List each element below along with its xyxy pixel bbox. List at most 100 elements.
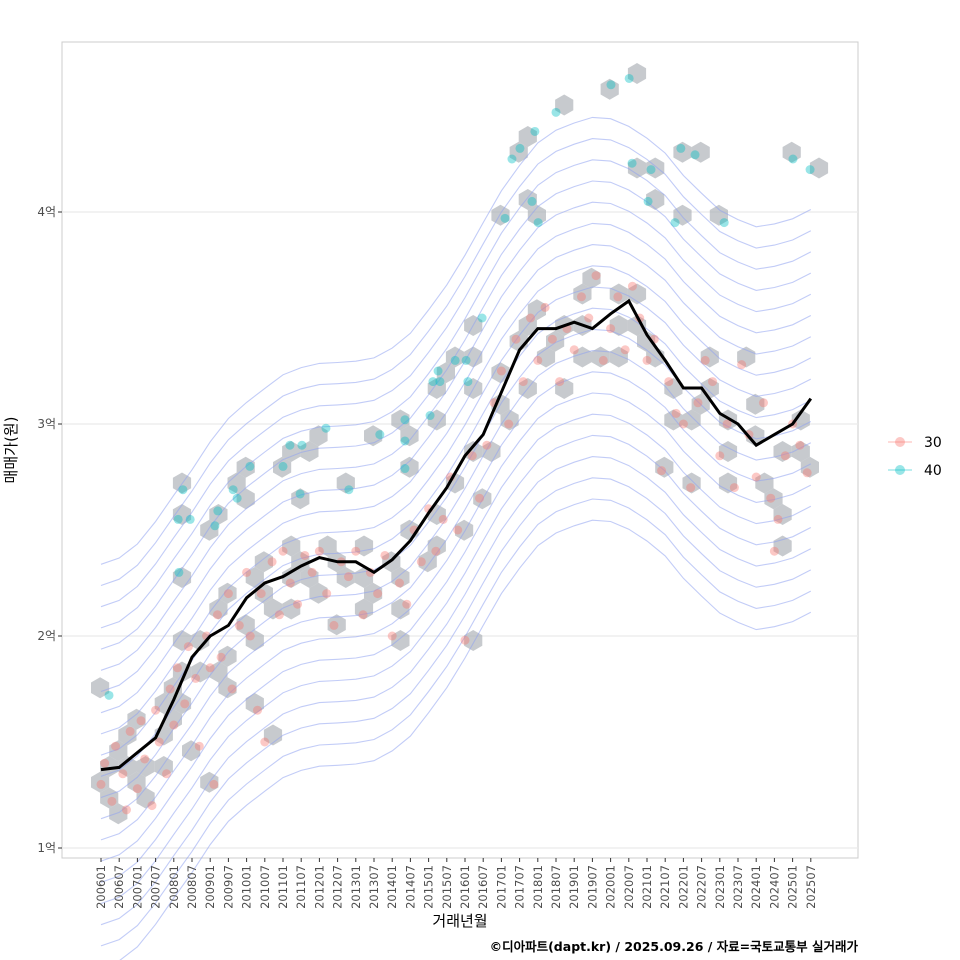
contour-line	[100, 434, 812, 883]
point-series-40	[210, 521, 220, 531]
hexbin	[118, 756, 137, 777]
point-series-40	[435, 377, 445, 387]
contour-line	[100, 413, 812, 862]
hexbin	[263, 724, 283, 746]
contour-line	[100, 138, 812, 587]
x-tick-label: 201707	[513, 865, 527, 909]
hexbin	[400, 425, 419, 447]
hexbin	[509, 141, 528, 163]
hexbin	[427, 378, 446, 399]
x-tick-label: 202401	[749, 865, 763, 909]
point-series-40	[344, 485, 354, 495]
contour-line	[100, 180, 812, 629]
point-series-30	[569, 345, 579, 355]
hexbin	[491, 362, 510, 384]
hexbin	[600, 78, 619, 100]
point-series-30	[482, 440, 492, 450]
point-series-30	[526, 313, 536, 323]
point-series-30	[773, 514, 783, 524]
x-axis: 200601 200607 200701 200707 200801 200807 2009…	[94, 858, 818, 909]
hexbin	[609, 315, 628, 336]
median-line	[100, 298, 813, 772]
hexbin	[555, 94, 574, 116]
hexbin	[627, 63, 647, 84]
x-tick-label: 200807	[185, 865, 199, 909]
point-series-30	[693, 398, 703, 408]
point-series-30	[183, 642, 193, 652]
point-series-40	[245, 461, 255, 471]
legend-label-40: 40	[924, 463, 942, 479]
point-series-30	[245, 631, 255, 641]
x-tick-label: 201501	[422, 865, 436, 909]
x-tick-label: 200901	[203, 865, 217, 909]
point-series-30	[293, 599, 303, 609]
x-tick-label: 202101	[640, 865, 654, 909]
plot-panel	[61, 41, 859, 859]
point-series-30	[584, 313, 594, 323]
hexbin	[236, 488, 255, 510]
point-series-30	[613, 292, 623, 302]
legend-key-40	[895, 465, 905, 475]
point-series-30	[678, 419, 688, 429]
x-tick-label: 202007	[622, 865, 636, 909]
point-series-30	[657, 466, 667, 476]
point-series-30	[722, 419, 732, 429]
contour-line	[100, 159, 812, 608]
x-tick-label: 201801	[531, 865, 545, 909]
point-series-40	[477, 313, 487, 323]
hexbin	[254, 551, 273, 573]
point-series-30	[373, 589, 383, 599]
y-tick-label: 1억	[37, 841, 56, 855]
point-series-40	[719, 218, 729, 228]
x-axis-label: 거래년월	[432, 912, 487, 930]
density-contours	[100, 116, 812, 960]
point-series-30	[100, 758, 110, 768]
hexbin	[327, 614, 346, 636]
point-series-30	[151, 705, 161, 715]
legend-label-30: 30	[924, 435, 942, 451]
point-series-40	[533, 218, 543, 228]
x-tick-label: 202207	[695, 865, 709, 909]
point-series-30	[205, 663, 215, 673]
hexbin	[809, 157, 829, 179]
point-series-30	[576, 292, 586, 302]
point-series-30	[737, 360, 747, 370]
hexbin	[127, 771, 146, 793]
point-series-30	[387, 631, 397, 641]
hexbin	[782, 141, 801, 163]
point-series-40	[507, 154, 517, 164]
contour-line	[100, 392, 812, 841]
point-series-30	[191, 673, 201, 683]
point-series-30	[274, 610, 284, 620]
point-series-30	[169, 720, 179, 730]
x-tick-label: 201201	[312, 865, 326, 909]
hexbin	[773, 441, 792, 462]
hexbin	[309, 425, 328, 447]
legend: 30 40	[888, 435, 942, 479]
point-series-30	[107, 796, 117, 806]
point-series-30	[504, 419, 514, 429]
hexbin	[791, 409, 810, 431]
hexbin	[418, 551, 437, 573]
point-series-40	[530, 126, 540, 136]
point-series-30	[140, 754, 150, 764]
hexbin	[118, 724, 137, 746]
contour-line	[100, 350, 812, 799]
contour-line	[100, 328, 812, 777]
hexbin	[282, 567, 301, 588]
point-series-30	[511, 334, 521, 344]
hexbin	[627, 283, 647, 305]
point-series-30	[351, 546, 361, 556]
y-tick-label: 2억	[37, 629, 56, 643]
hexbin	[263, 598, 283, 620]
hexbin	[609, 283, 628, 305]
point-series-30	[216, 652, 226, 662]
y-tick-label: 3억	[37, 417, 56, 431]
point-series-30	[475, 493, 485, 503]
point-series-30	[380, 550, 390, 560]
contour-line	[100, 286, 812, 735]
hexbin	[172, 693, 192, 714]
point-series-40	[433, 366, 443, 376]
point-series-30	[194, 741, 204, 751]
point-series-40	[463, 377, 473, 387]
